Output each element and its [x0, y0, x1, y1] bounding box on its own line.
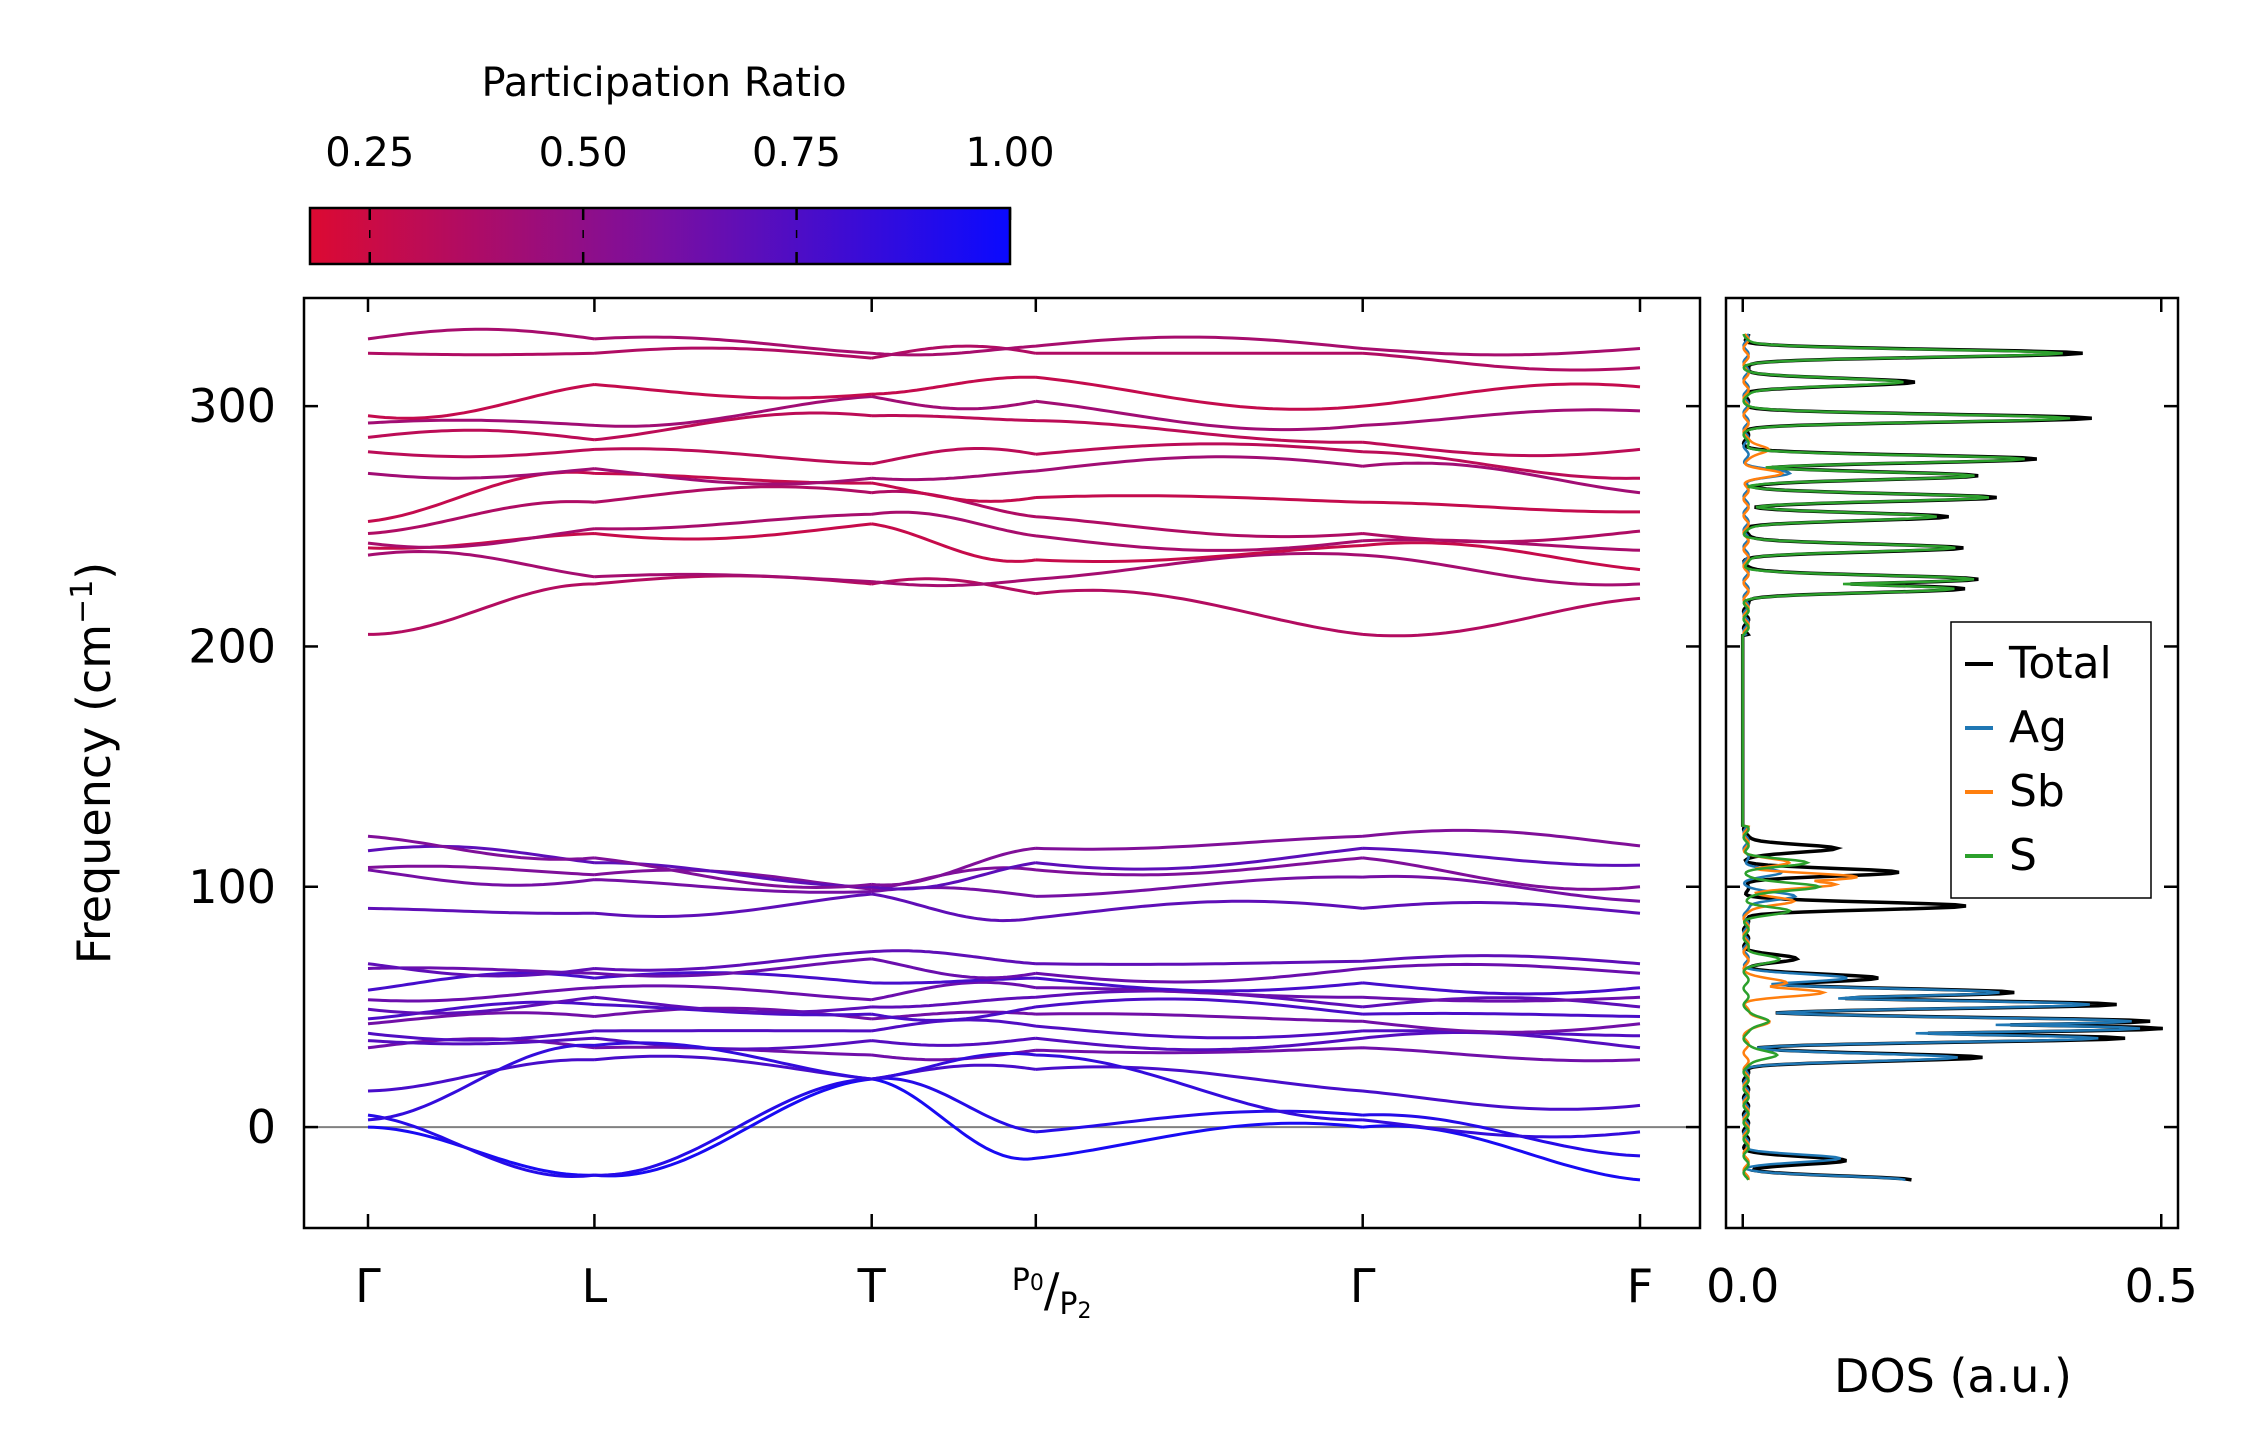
kpoint-label-b: P: [1059, 1287, 1077, 1322]
dos-tick-label: 0.5: [2125, 1259, 2198, 1313]
dos-curve-s: [1741, 333, 2071, 1181]
dos-plot-frame: [1724, 296, 2180, 1230]
phonon-band: [367, 327, 1641, 357]
legend-label: Total: [2008, 638, 2112, 689]
phonon-band: [367, 892, 1641, 923]
ylabel-close: ): [67, 562, 121, 580]
phonon-band: [367, 828, 1641, 890]
phonon-band: [367, 989, 1641, 1015]
colorbar-tick-label: 0.25: [325, 130, 414, 176]
dos-axis-ticks: 0.0 0.5: [1706, 298, 2198, 1313]
kpath-axis-ticks: Γ L T P0/P2 Γ F: [355, 298, 1653, 1324]
colorbar: Participation Ratio 0.25 0.50 0.75 1.00: [308, 60, 1055, 266]
legend-label: Sb: [2009, 766, 2065, 817]
phonon-band: [367, 980, 1641, 1003]
ylabel-main: Frequency (cm: [67, 624, 121, 964]
phonon-band: [367, 868, 1641, 903]
phonon-band: [367, 1076, 1641, 1179]
phonon-band: [367, 344, 1641, 372]
dos-curves: [1740, 333, 2163, 1182]
phonon-band: [367, 395, 1641, 432]
band-plot-frame: [302, 296, 1702, 1230]
frequency-tick-label: 0: [247, 1100, 276, 1154]
colorbar-ticks: 0.25 0.50 0.75 1.00: [325, 130, 1055, 264]
phonon-band: [367, 957, 1641, 984]
phonon-band: [368, 574, 1641, 638]
kpoint-label-a-sub: 0: [1030, 1271, 1044, 1296]
legend-frame: [1950, 621, 2152, 899]
phonon-band: [367, 470, 1640, 523]
frequency-axis-label: Frequency (cm−1): [65, 562, 121, 965]
phonon-band: [367, 1031, 1641, 1052]
frequency-axis-ticks: 0 100 200 300: [188, 379, 1700, 1154]
phonon-band: [367, 844, 1641, 891]
dos-panel: 0.0 0.5 DOS (a.u.) Total Ag Sb S: [1706, 296, 2198, 1403]
kpoint-label-b-sub: 2: [1077, 1299, 1091, 1324]
legend-label: S: [2009, 830, 2037, 881]
dos-axis-label: DOS (a.u.): [1834, 1349, 2072, 1403]
dos-legend: Total Ag Sb S: [1950, 621, 2152, 899]
phonon-band: [367, 1054, 1641, 1111]
phonon-band: [367, 549, 1641, 588]
phonon-band: [367, 1041, 1641, 1139]
colorbar-tick-label: 0.75: [752, 130, 841, 176]
colorbar-tick-label: 1.00: [965, 130, 1054, 176]
colorbar-title: Participation Ratio: [481, 60, 846, 106]
kpoint-label-slash: /: [1044, 1263, 1060, 1317]
dos-tick-label: 0.0: [1706, 1259, 1779, 1313]
kpoint-label: T: [857, 1259, 887, 1313]
phonon-band: [367, 522, 1641, 572]
kpoint-label-a: P: [1012, 1263, 1030, 1298]
kpoint-label: L: [582, 1259, 608, 1313]
phonon-bands: [367, 327, 1641, 1182]
frequency-tick-label: 200: [188, 619, 276, 673]
colorbar-gradient: [308, 206, 1012, 266]
phonon-band: [367, 442, 1641, 480]
phonon-band: [367, 375, 1641, 420]
legend-label: Ag: [2009, 702, 2067, 753]
kpoint-label: F: [1627, 1259, 1653, 1313]
ylabel-superscript: −1: [65, 580, 100, 624]
kpoint-label: Γ: [1350, 1259, 1376, 1313]
frequency-tick-label: 300: [188, 379, 276, 433]
phonon-band: [367, 1006, 1641, 1034]
phonon-band: [367, 411, 1641, 458]
phonon-band: [367, 510, 1641, 552]
frequency-tick-label: 100: [188, 860, 276, 914]
kpoint-label: Γ: [355, 1259, 381, 1313]
colorbar-tick-label: 0.50: [539, 130, 628, 176]
kpoint-label-composite: P0/P2: [1012, 1263, 1092, 1324]
phonon-band: [367, 949, 1641, 978]
phonon-band: [367, 455, 1641, 495]
